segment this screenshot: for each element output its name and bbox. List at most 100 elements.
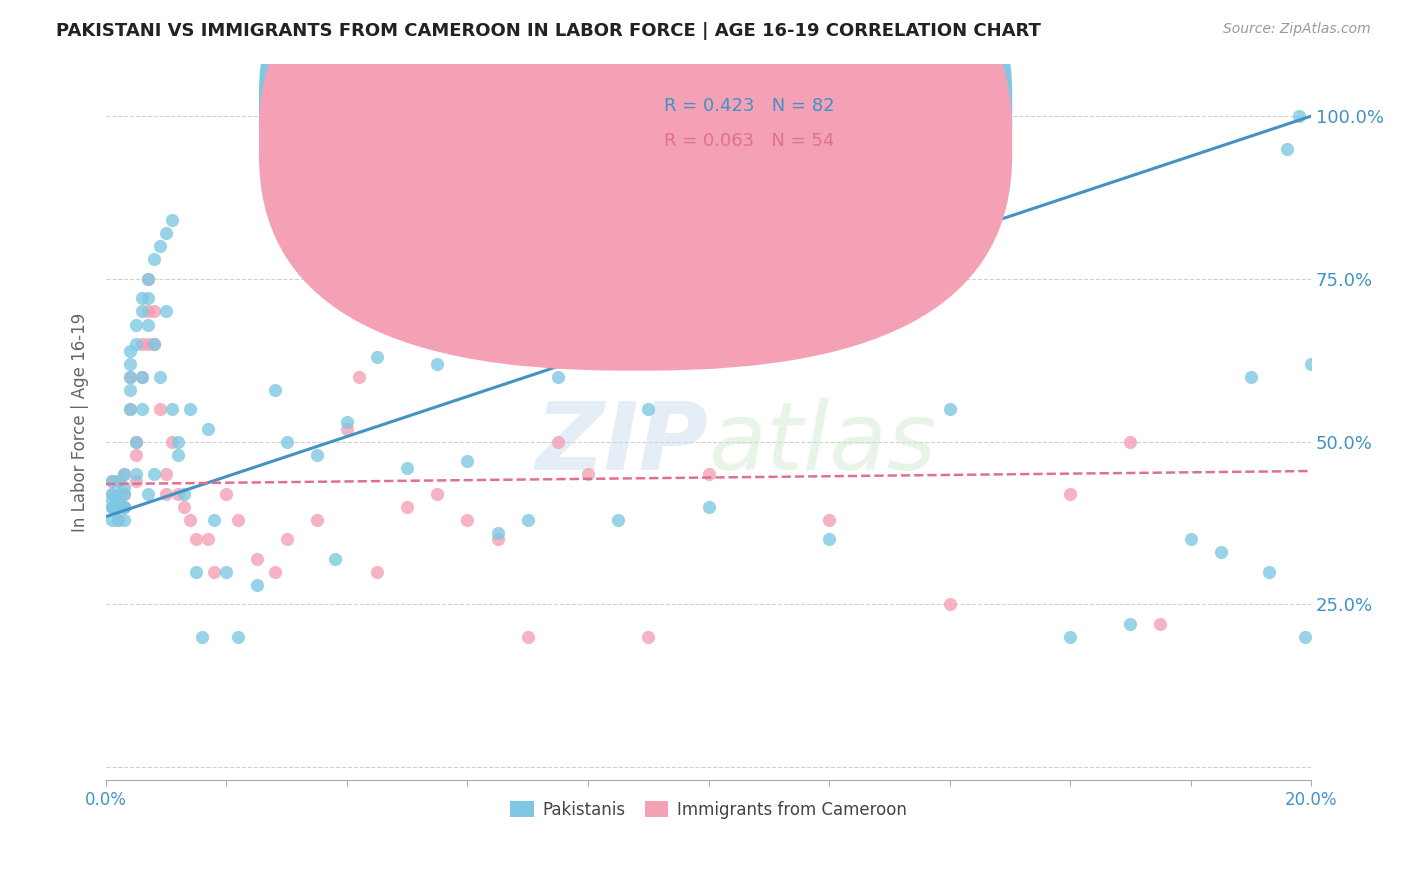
Point <box>396 500 419 514</box>
Point <box>1149 617 1171 632</box>
Text: atlas: atlas <box>709 398 936 489</box>
Point <box>179 513 201 527</box>
Point <box>149 239 172 253</box>
Point <box>131 292 153 306</box>
Point <box>112 500 135 514</box>
Point <box>118 357 141 371</box>
Point <box>456 454 478 468</box>
Point <box>228 513 250 527</box>
Point <box>149 369 172 384</box>
Point <box>101 487 124 501</box>
Text: R = 0.063   N = 54: R = 0.063 N = 54 <box>664 132 834 151</box>
Point <box>426 357 449 371</box>
Point <box>112 487 135 501</box>
FancyBboxPatch shape <box>600 82 907 171</box>
Point <box>101 500 124 514</box>
Text: Source: ZipAtlas.com: Source: ZipAtlas.com <box>1223 22 1371 37</box>
Point <box>336 415 359 429</box>
Point <box>112 487 135 501</box>
Point <box>1275 142 1298 156</box>
FancyBboxPatch shape <box>259 0 1012 370</box>
Point <box>125 448 148 462</box>
Point <box>118 402 141 417</box>
Point <box>347 369 370 384</box>
Point <box>637 402 659 417</box>
Point <box>101 500 124 514</box>
Point <box>1294 630 1316 644</box>
Point <box>173 500 195 514</box>
Point <box>263 383 285 397</box>
Point <box>143 467 166 482</box>
Point <box>112 500 135 514</box>
Point <box>155 487 177 501</box>
Y-axis label: In Labor Force | Age 16-19: In Labor Force | Age 16-19 <box>72 312 89 532</box>
Point <box>486 533 509 547</box>
Point <box>125 467 148 482</box>
Point <box>101 500 124 514</box>
Point <box>486 525 509 540</box>
Point <box>101 474 124 488</box>
Point <box>396 460 419 475</box>
Point <box>173 487 195 501</box>
Point <box>155 304 177 318</box>
Point <box>1119 434 1142 449</box>
Point <box>136 272 159 286</box>
Point <box>245 552 267 566</box>
Point <box>101 474 124 488</box>
Point <box>1059 487 1081 501</box>
Point <box>155 467 177 482</box>
Point <box>818 533 841 547</box>
Point <box>107 474 129 488</box>
Point <box>143 337 166 351</box>
Text: R = 0.423   N = 82: R = 0.423 N = 82 <box>664 96 835 114</box>
Point <box>1301 357 1323 371</box>
Point <box>118 343 141 358</box>
Point <box>143 252 166 267</box>
Point <box>516 513 538 527</box>
Point <box>167 434 190 449</box>
Point <box>143 337 166 351</box>
Point <box>276 434 298 449</box>
Point <box>1059 630 1081 644</box>
Point <box>125 434 148 449</box>
Point <box>136 487 159 501</box>
Point <box>276 533 298 547</box>
Point <box>576 337 599 351</box>
Point <box>160 434 183 449</box>
Point <box>336 422 359 436</box>
Point <box>167 487 190 501</box>
Point <box>112 467 135 482</box>
Point <box>191 630 214 644</box>
Point <box>456 513 478 527</box>
Point <box>143 304 166 318</box>
Point <box>1119 617 1142 632</box>
Point <box>136 337 159 351</box>
Point <box>112 513 135 527</box>
Point <box>323 552 346 566</box>
FancyBboxPatch shape <box>259 0 1012 334</box>
Point <box>107 474 129 488</box>
Point <box>186 533 208 547</box>
Point <box>576 467 599 482</box>
Point <box>1288 109 1310 123</box>
Point <box>366 350 388 364</box>
Point <box>112 500 135 514</box>
Point <box>1209 545 1232 559</box>
Text: PAKISTANI VS IMMIGRANTS FROM CAMEROON IN LABOR FORCE | AGE 16-19 CORRELATION CHA: PAKISTANI VS IMMIGRANTS FROM CAMEROON IN… <box>56 22 1040 40</box>
Point <box>131 369 153 384</box>
Point <box>228 630 250 644</box>
Point <box>697 500 720 514</box>
Point <box>118 369 141 384</box>
Point <box>186 565 208 579</box>
Point <box>179 402 201 417</box>
Point <box>125 318 148 332</box>
Point <box>107 487 129 501</box>
Point <box>426 487 449 501</box>
Point <box>107 500 129 514</box>
Point <box>637 630 659 644</box>
Point <box>131 369 153 384</box>
Point <box>107 493 129 508</box>
Point <box>131 337 153 351</box>
Point <box>149 402 172 417</box>
Point <box>131 304 153 318</box>
